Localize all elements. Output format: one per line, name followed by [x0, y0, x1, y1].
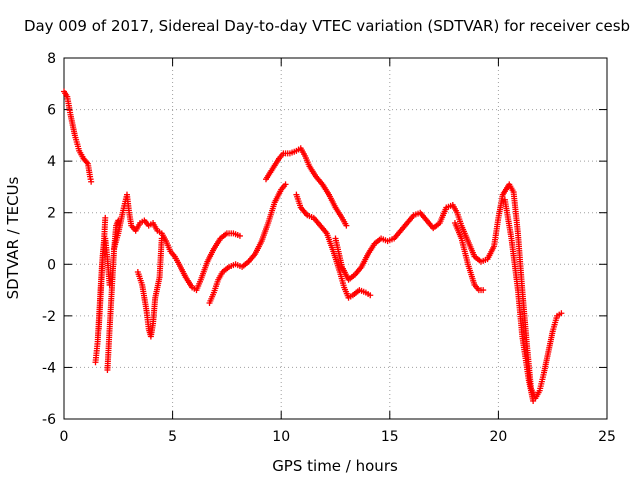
y-tick-label: -6: [42, 412, 56, 428]
y-tick-label: -4: [42, 360, 56, 376]
data-point: [530, 397, 537, 404]
y-tick-label: 0: [47, 257, 56, 273]
x-axis-label: GPS time / hours: [272, 457, 398, 475]
chart-title: Day 009 of 2017, Sidereal Day-to-day VTE…: [24, 17, 630, 35]
plot-frame: [63, 57, 608, 420]
x-tick-label: 0: [60, 429, 69, 445]
series-seg4: [104, 217, 122, 374]
series-seg1: [61, 88, 95, 185]
y-tick-label: 6: [47, 103, 56, 119]
x-tick-label: 15: [381, 429, 399, 445]
data-point: [236, 232, 243, 239]
data-point: [102, 214, 109, 221]
series-seg6: [134, 235, 165, 340]
y-tick-label: 2: [47, 206, 56, 222]
x-tick-label: 5: [168, 429, 177, 445]
series-seg10: [332, 181, 565, 402]
x-tick-label: 25: [598, 429, 616, 445]
data-point: [480, 287, 487, 294]
y-axis-label: SDTVAR / TECUs: [4, 176, 22, 299]
x-tick-label: 20: [489, 429, 507, 445]
data-point: [343, 222, 350, 229]
series-seg12: [501, 196, 537, 404]
data-point: [367, 292, 374, 299]
series-seg5: [110, 191, 243, 294]
y-tick-label: 4: [47, 154, 56, 170]
series-seg9: [293, 191, 374, 301]
x-tick-label: 10: [272, 429, 290, 445]
data-point: [282, 181, 289, 188]
y-tick-label: 8: [47, 51, 56, 67]
series-seg3: [95, 235, 113, 332]
data-point: [158, 235, 165, 242]
data-point: [558, 310, 565, 317]
series-seg8: [262, 145, 350, 229]
series-seg7: [206, 181, 289, 306]
data-points: [61, 88, 565, 404]
series-seg11: [451, 220, 487, 294]
data-point: [83, 159, 90, 166]
y-tick-label: -2: [42, 309, 56, 325]
axis-ticks: [63, 57, 608, 420]
tick-labels: 0 5 10 15 20 25 -6 -4 -2 0 2 4 6 8: [42, 51, 616, 445]
data-point: [88, 178, 95, 185]
